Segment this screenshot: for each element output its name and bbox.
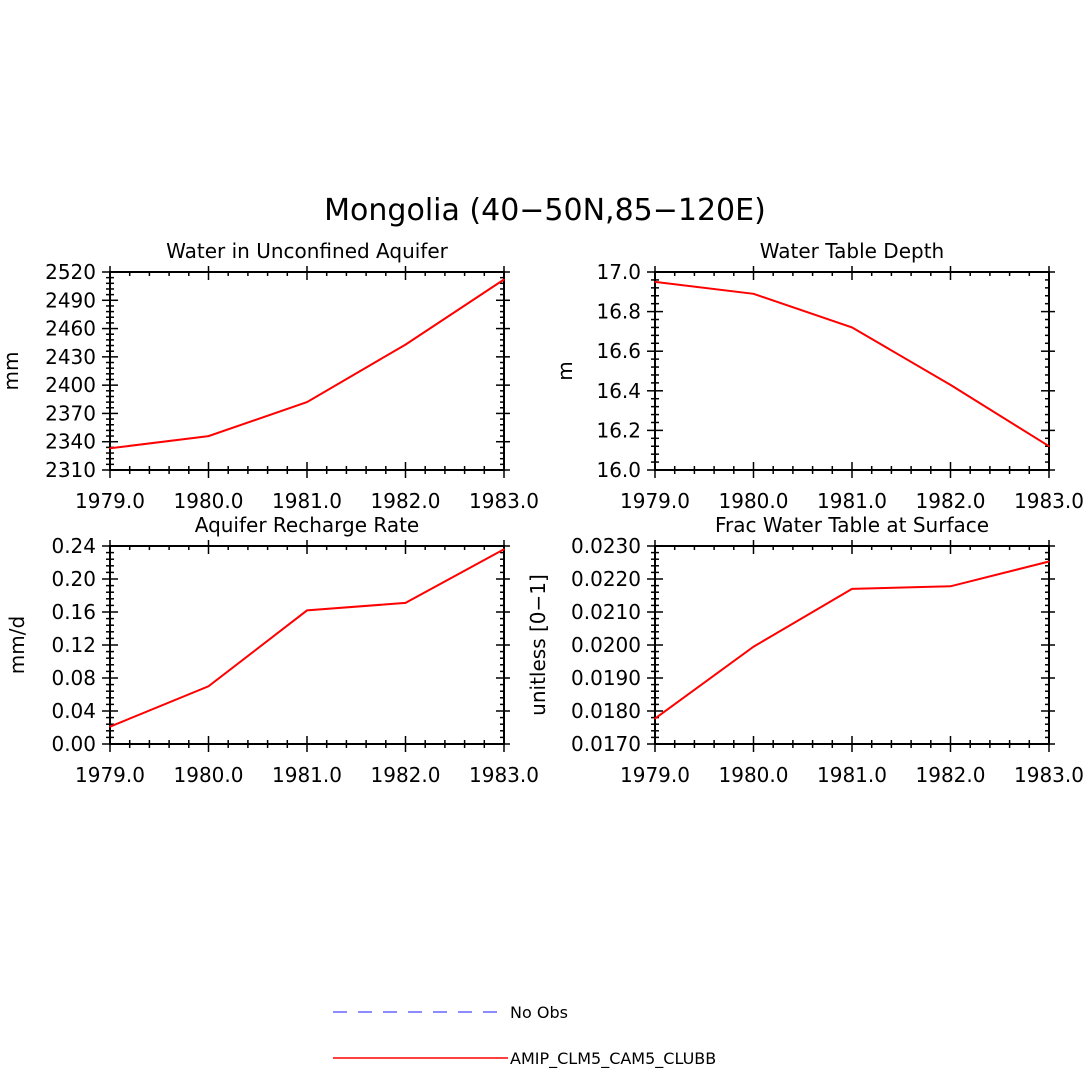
y-tick-label: 2340 bbox=[45, 430, 96, 454]
y-axis-label: mm/d bbox=[5, 616, 29, 674]
data-point bbox=[503, 548, 505, 551]
data-point bbox=[306, 609, 308, 612]
data-point bbox=[1048, 445, 1050, 448]
series-line bbox=[654, 280, 1050, 448]
x-tick-label: 1979.0 bbox=[620, 763, 690, 787]
x-tick-label: 1980.0 bbox=[174, 763, 244, 787]
legend-label-no-obs: No Obs bbox=[510, 1003, 568, 1022]
y-tick-label: 2520 bbox=[45, 260, 96, 284]
y-axis-label: mm bbox=[0, 352, 23, 391]
data-point bbox=[949, 585, 952, 588]
series-line bbox=[654, 560, 1050, 720]
data-point bbox=[306, 401, 308, 403]
x-tick-label: 1980.0 bbox=[719, 763, 789, 787]
data-point bbox=[654, 717, 656, 720]
x-tick-label: 1979.0 bbox=[620, 489, 690, 513]
panel-1: Water in Unconfined Aquifer mm 1979.0 1980.… bbox=[0, 239, 539, 513]
data-point bbox=[207, 685, 210, 688]
x-tick-label: 1981.0 bbox=[817, 763, 887, 787]
plot-frame bbox=[654, 271, 1050, 471]
y-tick-label: 16.6 bbox=[596, 339, 641, 363]
panel-3: Aquifer Recharge Rate mm/d 1979.0 1980.0 198… bbox=[5, 513, 539, 787]
x-tick-label: 1983.0 bbox=[469, 763, 539, 787]
x-tick-label: 1982.0 bbox=[371, 763, 441, 787]
series-line bbox=[109, 548, 505, 728]
panel-4: Frac Water Table at Surface unitless [0−1… bbox=[526, 513, 1084, 787]
data-point bbox=[207, 435, 210, 437]
x-tick-label: 1982.0 bbox=[916, 489, 986, 513]
data-point bbox=[109, 447, 111, 450]
x-tick-label: 1979.0 bbox=[75, 489, 145, 513]
y-tick-label: 17.0 bbox=[596, 260, 641, 284]
data-point bbox=[851, 588, 853, 590]
x-tick-label: 1981.0 bbox=[272, 763, 342, 787]
y-axis-label: m bbox=[553, 361, 577, 380]
y-tick-label: 16.4 bbox=[596, 379, 641, 403]
y-tick-label: 2490 bbox=[45, 288, 96, 312]
x-tick-label: 1982.0 bbox=[916, 763, 986, 787]
y-tick-label: 0.0180 bbox=[571, 699, 641, 723]
y-tick-label: 0.08 bbox=[51, 666, 96, 690]
y-tick-label: 0.24 bbox=[51, 534, 96, 558]
data-point bbox=[109, 725, 111, 728]
data-point bbox=[1048, 560, 1050, 563]
y-tick-label: 2430 bbox=[45, 345, 96, 369]
figure-title: Mongolia (40−50N,85−120E) bbox=[324, 193, 766, 228]
data-point bbox=[404, 602, 407, 604]
y-tick-label: 0.04 bbox=[51, 699, 96, 723]
x-tick-label: 1979.0 bbox=[75, 763, 145, 787]
x-tick-label: 1981.0 bbox=[817, 489, 887, 513]
panel-title: Water Table Depth bbox=[760, 239, 944, 263]
data-point bbox=[851, 326, 853, 329]
y-tick-label: 0.16 bbox=[51, 600, 96, 624]
x-tick-label: 1982.0 bbox=[371, 489, 441, 513]
x-tick-label: 1980.0 bbox=[174, 489, 244, 513]
y-tick-label: 0.20 bbox=[51, 567, 96, 591]
x-tick-label: 1983.0 bbox=[1014, 763, 1084, 787]
y-tick-label: 2400 bbox=[45, 373, 96, 397]
data-point bbox=[503, 278, 505, 281]
y-tick-label: 0.0170 bbox=[571, 732, 641, 756]
y-tick-label: 0.0200 bbox=[571, 633, 641, 657]
data-point bbox=[752, 292, 755, 295]
y-tick-label: 2310 bbox=[45, 458, 96, 482]
panel-title: Water in Unconfined Aquifer bbox=[166, 239, 449, 263]
y-tick-label: 0.12 bbox=[51, 633, 96, 657]
data-point bbox=[949, 384, 952, 386]
panel-title: Aquifer Recharge Rate bbox=[195, 513, 420, 537]
y-tick-label: 2460 bbox=[45, 317, 96, 341]
y-axis-label: unitless [0−1] bbox=[526, 574, 550, 716]
x-tick-label: 1981.0 bbox=[272, 489, 342, 513]
y-tick-label: 0.0220 bbox=[571, 567, 641, 591]
y-tick-label: 16.8 bbox=[596, 300, 641, 324]
y-tick-label: 0.0210 bbox=[571, 600, 641, 624]
y-tick-label: 16.0 bbox=[596, 458, 641, 482]
y-tick-label: 16.2 bbox=[596, 418, 641, 442]
legend: No Obs AMIP_CLM5_CAM5_CLUBB bbox=[333, 1003, 716, 1069]
data-point bbox=[752, 645, 755, 648]
x-tick-label: 1983.0 bbox=[1014, 489, 1084, 513]
series-line bbox=[109, 278, 505, 450]
data-point bbox=[404, 343, 407, 346]
y-tick-label: 2370 bbox=[45, 401, 96, 425]
panel-2: Water Table Depth m 1979.0 1980.0 1981.0 1982… bbox=[553, 239, 1084, 513]
y-tick-label: 0.0190 bbox=[571, 666, 641, 690]
panel-title: Frac Water Table at Surface bbox=[715, 513, 989, 537]
legend-label-model: AMIP_CLM5_CAM5_CLUBB bbox=[510, 1049, 716, 1069]
panels: Water in Unconfined Aquifer mm 1979.0 1980.… bbox=[0, 239, 1084, 787]
x-tick-label: 1980.0 bbox=[719, 489, 789, 513]
y-tick-label: 0.00 bbox=[51, 732, 96, 756]
plot-frame bbox=[109, 545, 505, 745]
y-tick-label: 0.0230 bbox=[571, 534, 641, 558]
data-point bbox=[654, 281, 656, 283]
x-tick-label: 1983.0 bbox=[469, 489, 539, 513]
